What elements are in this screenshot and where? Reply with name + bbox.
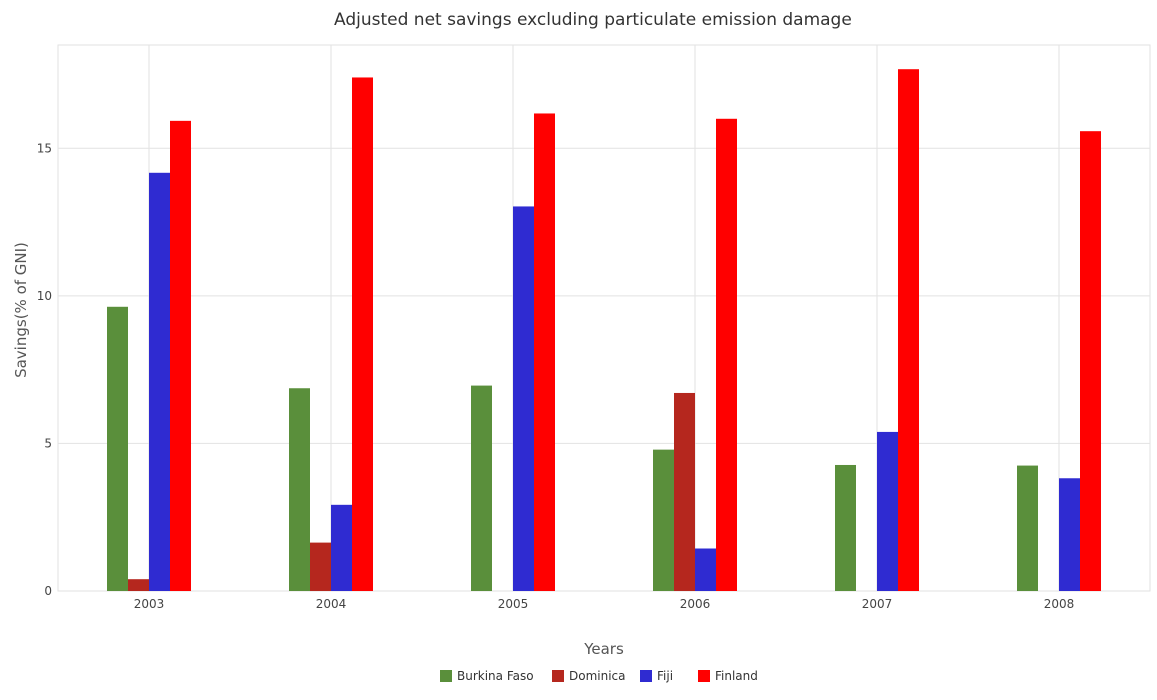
y-axis-title: Savings(% of GNI) [12,242,30,378]
bar-fiji-2004 [331,504,352,591]
legend: Burkina Faso Dominica Fiji Finland [440,669,758,683]
x-tick-label: 2003 [134,597,165,611]
bar-layer [107,69,1101,592]
bar-finland-2004 [352,77,373,592]
bar-fiji-2008 [1059,478,1080,591]
legend-label: Dominica [569,669,626,683]
bar-burkina-faso-2005 [471,385,492,591]
bar-finland-2005 [534,113,555,592]
legend-label: Burkina Faso [457,669,534,683]
bar-finland-2007 [898,69,919,592]
axis-layer: 0 5 10 15 2003 2004 2005 2006 2007 2008 [37,141,1075,611]
bar-burkina-faso-2008 [1017,465,1038,591]
y-tick-label: 15 [37,141,52,155]
x-tick-label: 2004 [316,597,347,611]
legend-swatch [640,670,652,682]
legend-swatch [440,670,452,682]
legend-label: Fiji [657,669,673,683]
bar-finland-2006 [716,118,737,591]
x-tick-label: 2006 [680,597,711,611]
bar-fiji-2003 [149,172,170,591]
x-tick-label: 2007 [862,597,893,611]
bar-burkina-faso-2003 [107,306,128,591]
y-tick-label: 5 [44,436,52,450]
bar-burkina-faso-2007 [835,464,856,591]
legend-swatch [698,670,710,682]
y-tick-label: 0 [44,584,52,598]
legend-swatch [552,670,564,682]
bar-dominica-2003 [128,579,149,591]
x-tick-label: 2005 [498,597,529,611]
x-axis-title: Years [583,640,624,658]
legend-label: Finland [715,669,758,683]
bar-dominica-2004 [310,542,331,591]
bar-finland-2003 [170,120,191,591]
bar-fiji-2006 [695,548,716,591]
x-tick-label: 2008 [1044,597,1075,611]
bar-burkina-faso-2004 [289,388,310,591]
y-tick-label: 10 [37,289,52,303]
bar-fiji-2005 [513,206,534,592]
bar-finland-2008 [1080,131,1101,592]
bar-dominica-2006 [674,392,695,591]
bar-fiji-2007 [877,431,898,591]
chart-title: Adjusted net savings excluding particula… [334,10,852,30]
plot-frame [57,44,1151,592]
bar-burkina-faso-2006 [653,449,674,591]
grid-layer [57,44,1151,592]
